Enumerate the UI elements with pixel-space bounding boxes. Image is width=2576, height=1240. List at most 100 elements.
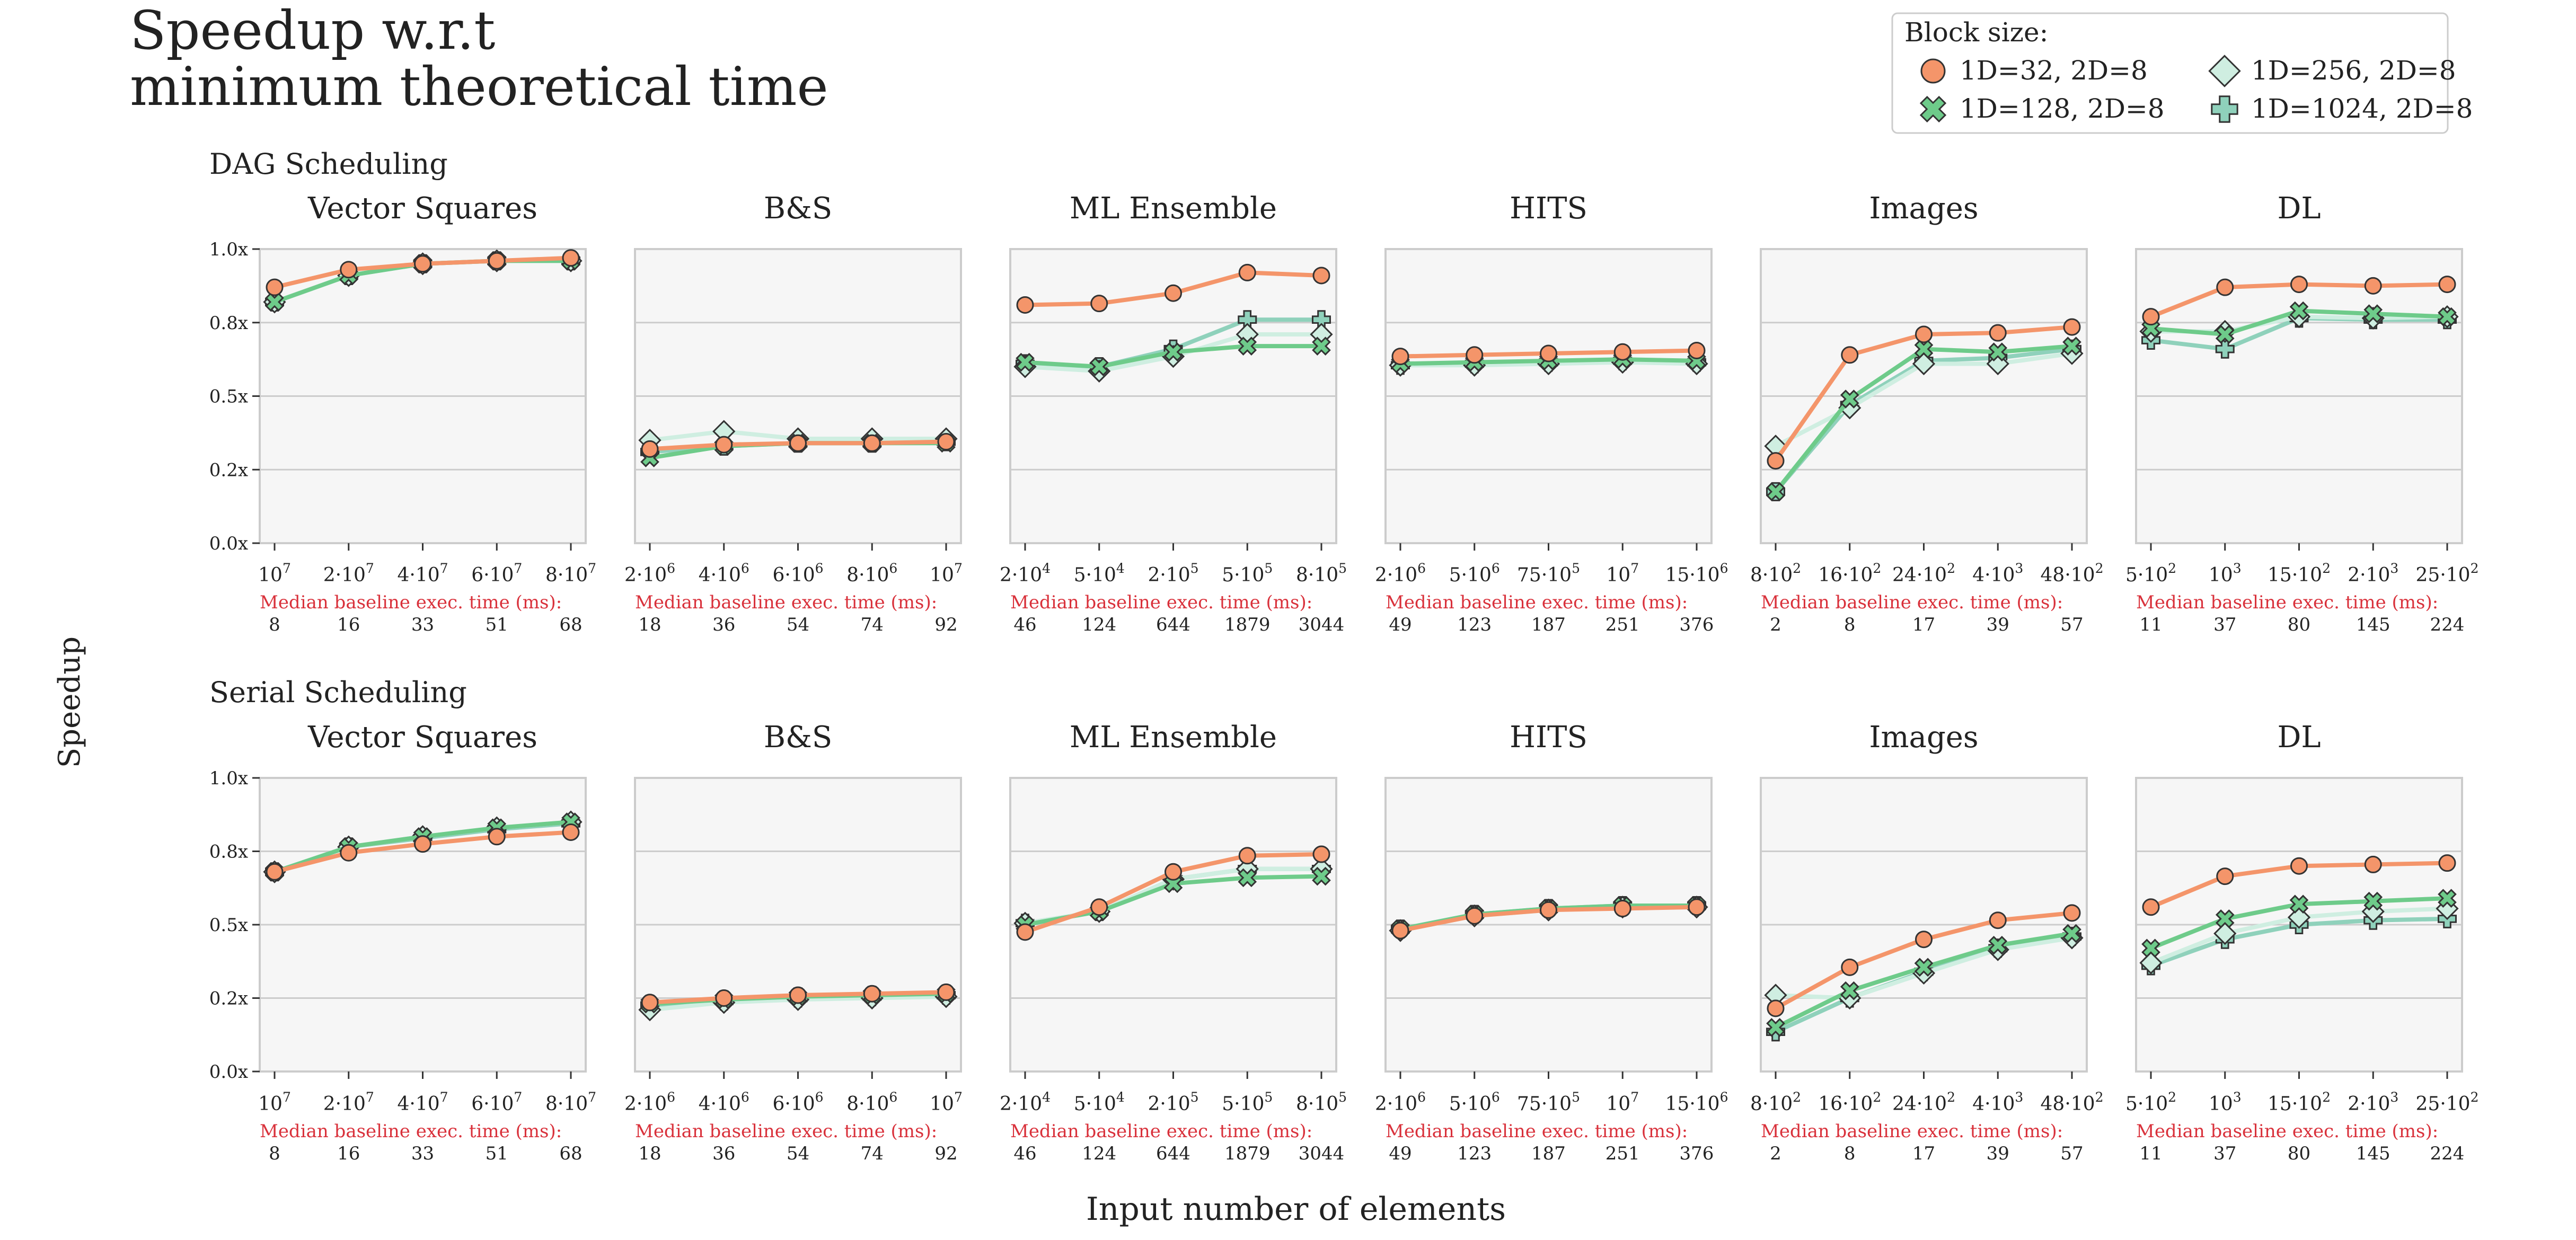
x-tick-label: 2·105 (1148, 1090, 1198, 1115)
baseline-value: 57 (2060, 1143, 2083, 1164)
x-tick-label: 103 (2209, 1090, 2242, 1115)
panel-title: DL (2277, 720, 2321, 755)
x-tick-label: 2·107 (323, 561, 374, 586)
baseline-label: Median baseline exec. time (ms): (1010, 592, 1312, 613)
x-tick-label: 48·102 (2041, 561, 2104, 586)
data-point (2364, 277, 2382, 295)
baseline-value: 51 (486, 614, 508, 635)
baseline-value: 3044 (1299, 614, 1345, 635)
series-1d-32-2d-8 (1767, 318, 2081, 470)
data-point (1391, 348, 1409, 366)
x-tick-label: 25·102 (2416, 561, 2479, 586)
x-tick-label: 2·106 (1375, 561, 1426, 586)
baseline-value: 80 (2288, 1143, 2310, 1164)
data-point (2215, 325, 2235, 344)
baseline-value: 187 (1531, 1143, 1566, 1164)
x-tick-label: 48·102 (2041, 1090, 2104, 1115)
x-tick-label: 2·106 (1375, 1090, 1426, 1115)
x-tick-label: 4·107 (397, 561, 448, 586)
data-point (1090, 898, 1108, 916)
figure-title-line-1: Speedup w.r.t (130, 0, 495, 61)
data-point (2438, 276, 2456, 294)
data-point (414, 255, 431, 273)
x-tick-label: 16·102 (1818, 1090, 1881, 1115)
data-point (937, 983, 955, 1001)
legend-marker-1d-1024-2d-8 (2211, 95, 2238, 123)
data-point (2139, 951, 2163, 975)
baseline-value: 224 (2430, 614, 2465, 635)
baseline-value: 33 (411, 1143, 434, 1164)
series-1d-32-2d-8 (1767, 904, 2081, 1017)
baseline-label: Median baseline exec. time (ms): (635, 592, 937, 613)
series-1d-32-2d-8 (2142, 854, 2456, 916)
baseline-value: 187 (1531, 614, 1566, 635)
baseline-value: 251 (1605, 614, 1640, 635)
y-tick-label: 0.2x (209, 459, 248, 481)
data-point (937, 433, 955, 451)
panel-dag-scheduling-hits: HITS 2·106 5·106 75·105 107 15·106 Median base… (1375, 191, 1728, 635)
data-point (1914, 958, 1934, 977)
baseline-value: 124 (1082, 614, 1116, 635)
x-tick-label: 8·106 (846, 561, 897, 586)
series-1d-32-2d-8 (2142, 276, 2456, 326)
baseline-label: Median baseline exec. time (ms): (2136, 592, 2438, 613)
data-point (488, 252, 506, 270)
data-point (1540, 344, 1557, 362)
data-point (1540, 901, 1557, 919)
data-point (2062, 924, 2081, 943)
data-point (1238, 336, 1257, 356)
baseline-value: 644 (1156, 614, 1190, 635)
data-point (2215, 909, 2235, 928)
data-point (1988, 935, 2008, 955)
x-tick-label: 2·106 (624, 1090, 675, 1115)
baseline-value: 51 (486, 1143, 508, 1164)
data-point (1238, 263, 1256, 281)
data-point (1312, 267, 1330, 285)
baseline-value: 123 (1457, 1143, 1492, 1164)
data-point (2142, 308, 2160, 326)
baseline-value: 251 (1605, 1143, 1640, 1164)
baseline-value: 8 (1844, 1143, 1856, 1164)
baseline-label: Median baseline exec. time (ms): (635, 1121, 937, 1142)
x-tick-label: 103 (2209, 561, 2242, 586)
data-point (1016, 352, 1035, 372)
data-point (2062, 336, 2081, 356)
data-point (1090, 295, 1108, 313)
series-1d-128-2d-8 (1766, 924, 2081, 1037)
data-point (1989, 911, 2007, 929)
y-tick-label: 0.0x (209, 533, 248, 554)
data-point (340, 844, 358, 862)
series-1d-32-2d-8 (1391, 898, 1706, 940)
data-point (641, 994, 659, 1012)
data-point (1165, 284, 1182, 302)
data-point (2364, 855, 2382, 873)
x-tick-label: 5·105 (1222, 561, 1273, 586)
x-tick-label: 4·107 (397, 1090, 448, 1115)
data-point (2216, 278, 2234, 296)
panel-serial-scheduling-vector-squares: Vector Squares 0.0x 0.2x 0.5x 0.8x 1.0x 107 2·1… (209, 720, 596, 1164)
x-tick-label: 5·105 (1222, 1090, 1273, 1115)
baseline-value: 2 (1770, 1143, 1781, 1164)
y-tick-label: 0.8x (209, 313, 248, 334)
baseline-value: 46 (1013, 1143, 1036, 1164)
x-tick-label: 8·107 (545, 1090, 596, 1115)
section-label-dag: DAG Scheduling (209, 147, 448, 181)
data-point (1766, 1018, 1785, 1037)
x-tick-label: 5·104 (1074, 1090, 1125, 1115)
data-point (1466, 907, 1484, 925)
legend-marker-1d-128-2d-8 (1919, 95, 1947, 123)
x-tick-label: 2·103 (2348, 1090, 2398, 1115)
x-tick-label: 6·107 (471, 561, 522, 586)
baseline-value: 39 (1987, 1143, 2009, 1164)
legend-label-1d128: 1D=128, 2D=8 (1960, 93, 2165, 124)
panel-serial-scheduling-ml-ensemble: ML Ensemble 2·104 5·104 2·105 5·105 8·105 Medi… (1000, 720, 1347, 1164)
baseline-value: 36 (712, 1143, 735, 1164)
baseline-value: 74 (861, 1143, 884, 1164)
y-tick-label: 1.0x (209, 768, 248, 789)
baseline-value: 18 (638, 614, 661, 635)
data-point (641, 440, 659, 458)
data-point (863, 434, 881, 452)
x-tick-label: 75·105 (1517, 1090, 1580, 1115)
x-tick-label: 2·104 (1000, 561, 1051, 586)
